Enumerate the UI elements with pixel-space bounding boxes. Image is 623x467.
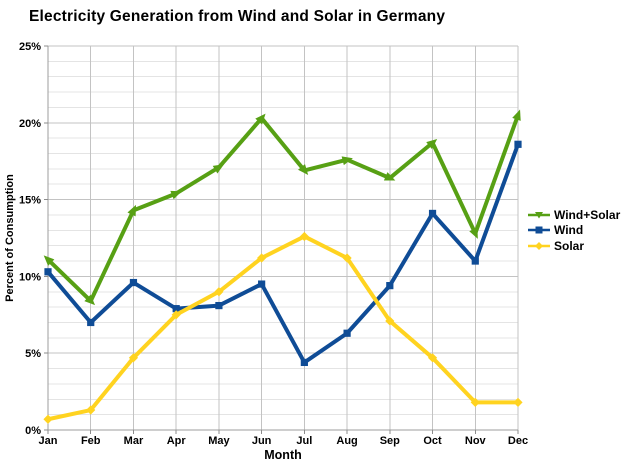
x-tick-label: Jan (39, 435, 58, 447)
x-tick-label: Jul (296, 435, 312, 447)
x-tick-label: Jun (252, 435, 272, 447)
marker-solar (43, 414, 53, 424)
marker-solar (171, 310, 181, 320)
marker-wind (514, 140, 522, 148)
marker-wind (87, 318, 95, 327)
legend-item-wind-solar: Wind+Solar (528, 207, 620, 223)
legend-label: Solar (554, 238, 585, 253)
x-axis-title: Month (264, 448, 302, 462)
marker-solar (128, 353, 139, 363)
marker-solar (470, 397, 480, 407)
chart-title: Electricity Generation from Wind and Sol… (29, 8, 446, 25)
marker-wind-solar (512, 109, 521, 121)
y-tick-label: 0% (25, 425, 41, 437)
y-tick-label: 10% (19, 271, 41, 283)
marker-solar (342, 253, 352, 263)
marker-wind-solar (127, 204, 137, 217)
series-line-wind (46, 143, 520, 365)
marker-wind (172, 305, 180, 313)
x-tick-label: Dec (508, 435, 528, 447)
legend-marker-solar (528, 241, 550, 250)
marker-wind-solar (298, 164, 309, 176)
legend-marker-wind-solar (528, 211, 550, 219)
y-tick-label: 5% (25, 348, 41, 360)
x-tick-label: Nov (465, 435, 487, 447)
marker-wind (129, 278, 138, 287)
legend-item-solar: Solar (528, 238, 620, 254)
x-tick-label: Aug (336, 435, 357, 447)
marker-solar (86, 405, 96, 415)
legend-label: Wind+Solar (554, 207, 621, 222)
x-tick-label: May (208, 435, 230, 447)
x-tick-label: Sep (380, 435, 400, 447)
marker-solar (385, 316, 395, 326)
marker-wind-solar (170, 190, 182, 200)
marker-wind (215, 301, 223, 310)
marker-wind-solar (469, 227, 478, 239)
marker-wind-solar (212, 164, 225, 174)
marker-wind (343, 329, 351, 337)
legend-marker-wind (528, 226, 550, 234)
y-tick-label: 15% (19, 195, 41, 207)
marker-wind (258, 280, 266, 288)
marker-wind (300, 358, 308, 367)
marker-solar (257, 253, 267, 263)
marker-solar (513, 397, 523, 407)
series-line-wind-solar (46, 114, 520, 303)
marker-wind (471, 257, 479, 265)
y-tick-label: 20% (19, 118, 41, 130)
x-tick-label: Feb (81, 435, 101, 447)
marker-wind (428, 209, 437, 218)
marker-wind (386, 282, 394, 290)
legend-item-wind: Wind (528, 223, 620, 239)
marker-wind (44, 268, 52, 276)
marker-wind-solar (255, 113, 266, 125)
marker-wind-solar (43, 255, 55, 266)
marker-solar (214, 287, 224, 297)
marker-wind-solar (383, 172, 396, 181)
marker-wind-solar (84, 294, 96, 306)
x-tick-label: Apr (167, 435, 187, 447)
x-tick-label: Mar (124, 435, 144, 447)
legend: Wind+Solar Wind Solar (528, 207, 620, 254)
marker-solar (299, 231, 309, 242)
marker-wind-solar (341, 156, 353, 166)
series-line-solar (47, 234, 518, 422)
x-tick-label: Oct (423, 435, 442, 447)
marker-wind-solar (426, 138, 438, 150)
y-tick-label: 25% (19, 41, 41, 53)
marker-solar (427, 353, 438, 363)
legend-label: Wind (554, 223, 584, 238)
